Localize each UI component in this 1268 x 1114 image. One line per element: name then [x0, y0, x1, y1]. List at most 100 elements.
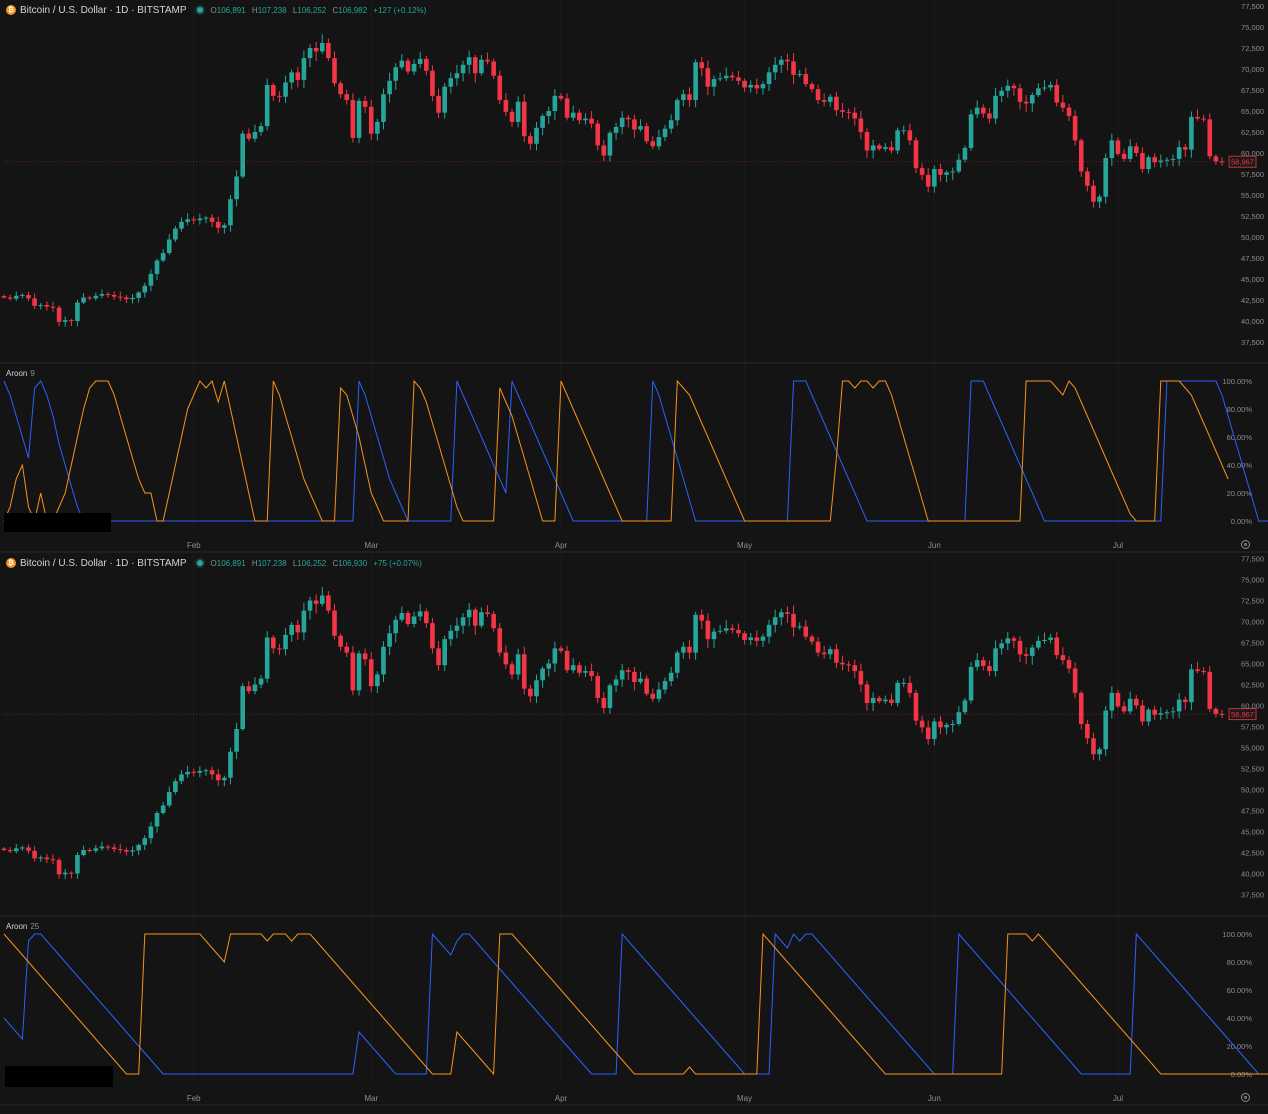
candle-body [93, 848, 99, 851]
candle-body [919, 720, 925, 728]
candle-body [99, 846, 105, 849]
ohlc-values: O106,891 H107,238 L106,252 C106,982 +127… [210, 5, 427, 15]
time-axis-label: Feb [187, 1094, 201, 1103]
candle-body [564, 650, 570, 671]
time-axis-label: May [737, 541, 752, 550]
candle-body [730, 75, 735, 78]
candle-body [809, 84, 815, 90]
candle-body [381, 646, 386, 675]
candle-body [895, 682, 900, 703]
candle-body [393, 619, 399, 634]
candle-body [1017, 88, 1023, 102]
candle-body [1072, 116, 1078, 141]
candle-body [13, 848, 19, 852]
candle-body [1005, 638, 1011, 644]
candle-body [166, 792, 172, 806]
candle-body [742, 80, 747, 88]
candle-body [1109, 140, 1115, 159]
candle-body [295, 624, 301, 633]
candle-body [344, 646, 350, 653]
candle-body [515, 101, 521, 122]
candle-body [705, 68, 711, 87]
candle-body [466, 57, 472, 65]
symbol-title[interactable]: Bitcoin / U.S. Dollar · 1D · BITSTAMP [20, 4, 187, 16]
candle-body [1158, 160, 1164, 163]
candle-body [136, 844, 141, 851]
candle-body [32, 850, 37, 859]
candle-body [662, 681, 668, 690]
candle-body [1060, 655, 1066, 661]
candle-body [75, 302, 80, 321]
candle-body [209, 770, 215, 775]
aroon-axis-tick: 0.00% [1231, 517, 1253, 526]
candle-body [234, 729, 239, 752]
price-axis-tick: 65,000 [1241, 660, 1264, 669]
aroon-axis-tick: 40.00% [1227, 461, 1253, 470]
candle-body [20, 847, 25, 849]
candle-body [760, 84, 766, 89]
candle-body [962, 147, 968, 160]
candle-body [509, 664, 515, 675]
candle-body [173, 781, 178, 793]
candle-body [1060, 102, 1066, 108]
candle-body [681, 646, 686, 653]
candle-body [1146, 157, 1151, 169]
market-status-icon [196, 7, 203, 13]
candle-body [681, 94, 686, 101]
candle-body [405, 613, 411, 625]
time-axis-label: Mar [364, 541, 378, 550]
candle-body [723, 75, 729, 79]
candle-body [552, 648, 558, 664]
candle-body [154, 813, 160, 827]
candle-body [925, 727, 931, 740]
candle-body [570, 665, 576, 671]
candle-body [56, 307, 62, 322]
candle-body [1029, 647, 1035, 656]
price-axis-tick: 67,500 [1241, 639, 1264, 648]
bitcoin-logo-icon: ₿ [6, 558, 16, 568]
candle-body [840, 110, 845, 112]
candle-body [503, 100, 509, 112]
candle-body [968, 666, 974, 701]
candle-body [907, 130, 913, 141]
change-value: +75 (+0.07%) [373, 558, 422, 568]
aroon-axis-tick: 60.00% [1227, 986, 1253, 995]
candle-body [1127, 146, 1133, 159]
candle-body [1097, 196, 1102, 202]
candle-body [203, 217, 209, 219]
candle-body [754, 637, 760, 641]
candle-body [7, 297, 13, 299]
candle-body [1091, 185, 1096, 202]
indicator-legend-aroon-9[interactable]: Aroon 9 [6, 369, 35, 378]
indicator-legend-aroon-25[interactable]: Aroon 25 [6, 922, 40, 931]
candle-body [870, 145, 876, 151]
candle-body [1182, 147, 1188, 150]
candle-body [944, 172, 949, 175]
candle-body [148, 273, 154, 286]
candle-body [803, 74, 809, 85]
candle-body [723, 628, 729, 631]
candle-body [258, 126, 264, 132]
candle-body [81, 849, 86, 856]
candle-body [858, 671, 864, 685]
settings-gear-icon[interactable] [1241, 540, 1250, 549]
candle-body [1213, 708, 1219, 714]
candle-body [797, 626, 802, 628]
symbol-title[interactable]: Bitcoin / U.S. Dollar · 1D · BITSTAMP [20, 557, 187, 569]
candle-body [834, 649, 839, 663]
candle-body [858, 118, 864, 132]
aroon-axis-tick: 80.00% [1227, 405, 1253, 414]
market-status-icon [196, 560, 203, 566]
time-axis-label: Jul [1113, 1094, 1123, 1103]
candle-body [1164, 159, 1170, 161]
candle-body [69, 872, 74, 874]
candle-body [797, 74, 802, 76]
candle-body [687, 646, 692, 653]
candle-body [521, 654, 527, 689]
candle-body [1164, 712, 1170, 714]
settings-gear-icon[interactable] [1241, 1093, 1250, 1102]
candle-body [1176, 147, 1182, 159]
candle-body [1042, 87, 1047, 89]
candle-body [938, 721, 943, 728]
candle-body [436, 95, 441, 113]
